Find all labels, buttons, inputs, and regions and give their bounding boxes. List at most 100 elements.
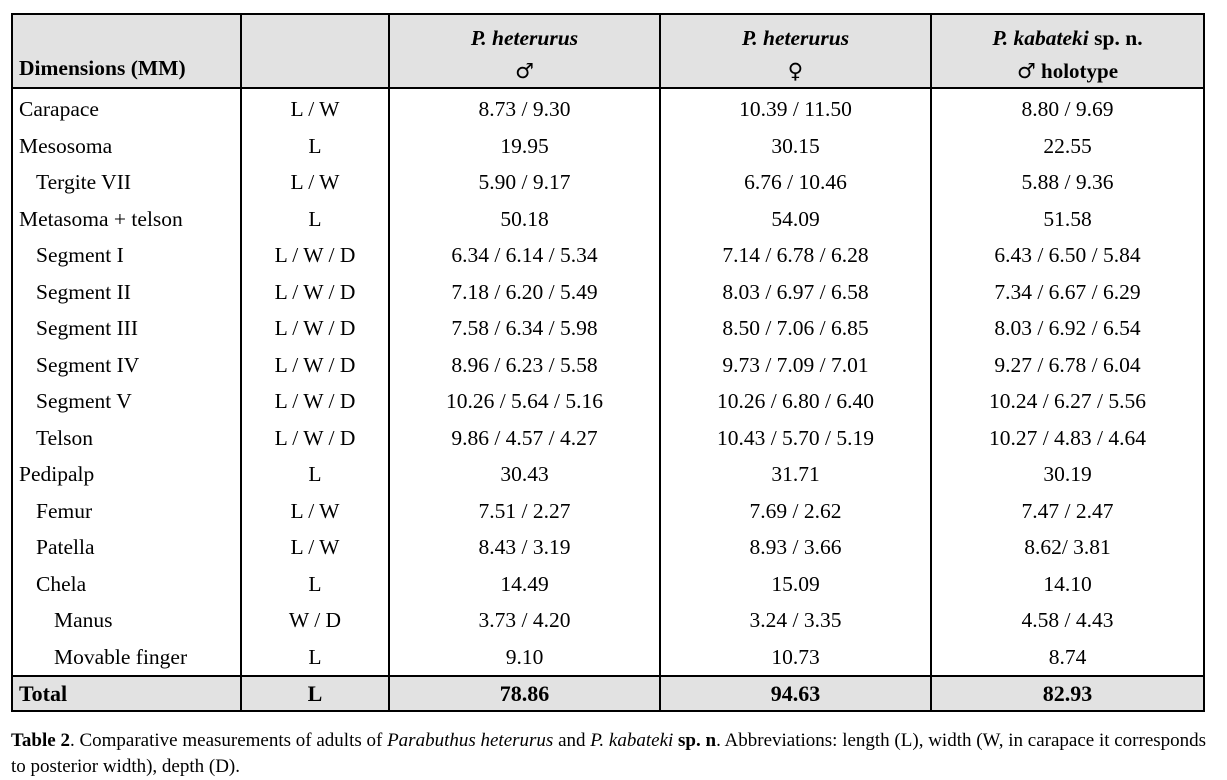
cell-value: 8.03 / 6.92 / 6.54 xyxy=(930,310,1205,347)
species-name: P. kabateki xyxy=(992,26,1089,50)
cell-value: 9.73 / 7.09 / 7.01 xyxy=(659,346,932,383)
row-measure: L xyxy=(240,638,390,677)
cell-value: 30.19 xyxy=(930,456,1205,493)
row-name: Telson xyxy=(11,419,242,456)
row-measure: L / W xyxy=(240,164,390,201)
male-symbol: ♂ xyxy=(515,59,534,83)
row-name: Segment III xyxy=(11,310,242,347)
cell-value: 7.14 / 6.78 / 6.28 xyxy=(659,237,932,274)
table-row: Patella L / W 8.43 / 3.19 8.93 / 3.66 8.62/ … xyxy=(11,529,1205,566)
cell-value: 10.27 / 4.83 / 4.64 xyxy=(930,419,1205,456)
row-measure: L xyxy=(240,456,390,493)
species-suffix: sp. n. xyxy=(1088,26,1143,50)
row-name: Mesosoma xyxy=(11,127,242,164)
measure-header xyxy=(240,13,390,89)
cell-value: 9.86 / 4.57 / 4.27 xyxy=(388,419,661,456)
caption-text: . Abbreviations: length (L), width (W, i… xyxy=(11,730,1207,777)
cell-value: 94.63 xyxy=(659,675,932,712)
cell-value: 9.27 / 6.78 / 6.04 xyxy=(930,346,1205,383)
row-name: Metasoma + telson xyxy=(11,200,242,237)
cell-value: 14.10 xyxy=(930,565,1205,602)
header-row: Dimensions (MM) P. heterurus ♂ P. heteru… xyxy=(11,13,1205,89)
cell-value: 8.96 / 6.23 / 5.58 xyxy=(388,346,661,383)
table-row: Segment III L / W / D 7.58 / 6.34 / 5.98 8.… xyxy=(11,310,1205,347)
cell-value: 22.55 xyxy=(930,127,1205,164)
row-name: Manus xyxy=(11,602,242,639)
row-measure: L / W / D xyxy=(240,383,390,420)
cell-value: 10.73 xyxy=(659,638,932,677)
cell-value: 54.09 xyxy=(659,200,932,237)
table-row: Mesosoma L 19.95 30.15 22.55 xyxy=(11,127,1205,164)
cell-value: 10.26 / 5.64 / 5.16 xyxy=(388,383,661,420)
table-row: Femur L / W 7.51 / 2.27 7.69 / 2.62 7.47 / 2… xyxy=(11,492,1205,529)
total-row: Total L 78.86 94.63 82.93 xyxy=(11,675,1205,712)
row-measure: L / W / D xyxy=(240,419,390,456)
row-name: Segment IV xyxy=(11,346,242,383)
cell-value: 5.90 / 9.17 xyxy=(388,164,661,201)
female-symbol: ♀ xyxy=(787,59,804,83)
cell-value: 30.43 xyxy=(388,456,661,493)
species-name: P. heterurus xyxy=(741,26,850,50)
table-row: Metasoma + telson L 50.18 54.09 51.58 xyxy=(11,200,1205,237)
caption-text: . Comparative measurements of adults of xyxy=(69,730,388,751)
row-name: Segment V xyxy=(11,383,242,420)
cell-value: 8.50 / 7.06 / 6.85 xyxy=(659,310,932,347)
table-row: Chela L 14.49 15.09 14.10 xyxy=(11,565,1205,602)
row-measure: L / W / D xyxy=(240,346,390,383)
row-name: Total xyxy=(11,675,242,712)
row-measure: L / W / D xyxy=(240,273,390,310)
species-name: P. heterurus xyxy=(470,26,579,50)
table-row: Pedipalp L 30.43 31.71 30.19 xyxy=(11,456,1205,493)
cell-value: 10.43 / 5.70 / 5.19 xyxy=(659,419,932,456)
cell-value: 7.34 / 6.67 / 6.29 xyxy=(930,273,1205,310)
cell-value: 8.73 / 9.30 xyxy=(388,88,661,128)
cell-value: 50.18 xyxy=(388,200,661,237)
cell-value: 6.76 / 10.46 xyxy=(659,164,932,201)
cell-value: 6.43 / 6.50 / 5.84 xyxy=(930,237,1205,274)
row-name: Chela xyxy=(11,565,242,602)
row-measure: L / W / D xyxy=(240,237,390,274)
cell-value: 8.74 xyxy=(930,638,1205,677)
table-row: Segment II L / W / D 7.18 / 6.20 / 5.49 8.0… xyxy=(11,273,1205,310)
row-name: Pedipalp xyxy=(11,456,242,493)
row-measure: L / W / D xyxy=(240,310,390,347)
measurements-table: Dimensions (MM) P. heterurus ♂ P. heteru… xyxy=(11,13,1205,712)
row-name: Femur xyxy=(11,492,242,529)
caption-sp-n: sp. n xyxy=(678,730,717,751)
cell-value: 3.73 / 4.20 xyxy=(388,602,661,639)
cell-value: 10.24 / 6.27 / 5.56 xyxy=(930,383,1205,420)
cell-value: 82.93 xyxy=(930,675,1205,712)
table-row: Telson L / W / D 9.86 / 4.57 / 4.27 10.43 /… xyxy=(11,419,1205,456)
column-header-holotype: P. kabateki sp. n. ♂ holotype xyxy=(930,13,1205,89)
caption-species: Parabuthus heterurus xyxy=(387,730,554,751)
table-row: Manus W / D 3.73 / 4.20 3.24 / 3.35 4.58 / 4… xyxy=(11,602,1205,639)
row-measure: L xyxy=(240,127,390,164)
cell-value: 7.18 / 6.20 / 5.49 xyxy=(388,273,661,310)
cell-value: 9.10 xyxy=(388,638,661,677)
cell-value: 7.47 / 2.47 xyxy=(930,492,1205,529)
cell-value: 5.88 / 9.36 xyxy=(930,164,1205,201)
cell-value: 7.51 / 2.27 xyxy=(388,492,661,529)
cell-value: 6.34 / 6.14 / 5.34 xyxy=(388,237,661,274)
caption-label: Table 2 xyxy=(11,730,70,751)
cell-value: 51.58 xyxy=(930,200,1205,237)
cell-value: 15.09 xyxy=(659,565,932,602)
row-measure: W / D xyxy=(240,602,390,639)
cell-value: 10.39 / 11.50 xyxy=(659,88,932,128)
row-measure: L xyxy=(240,565,390,602)
cell-value: 8.03 / 6.97 / 6.58 xyxy=(659,273,932,310)
row-name: Tergite VII xyxy=(11,164,242,201)
table-row: Tergite VII L / W 5.90 / 9.17 6.76 / 10.46 5… xyxy=(11,164,1205,201)
cell-value: 19.95 xyxy=(388,127,661,164)
male-symbol: ♂ xyxy=(1016,59,1036,83)
cell-value: 14.49 xyxy=(388,565,661,602)
caption-species: P. kabateki xyxy=(590,730,674,751)
dimensions-header: Dimensions (MM) xyxy=(11,13,242,89)
row-name: Movable finger xyxy=(11,638,242,677)
table-row: Carapace L / W 8.73 / 9.30 10.39 / 11.50 8.8… xyxy=(11,88,1205,128)
cell-value: 3.24 / 3.35 xyxy=(659,602,932,639)
row-name: Carapace xyxy=(11,88,242,128)
holotype-label: holotype xyxy=(1035,59,1119,83)
